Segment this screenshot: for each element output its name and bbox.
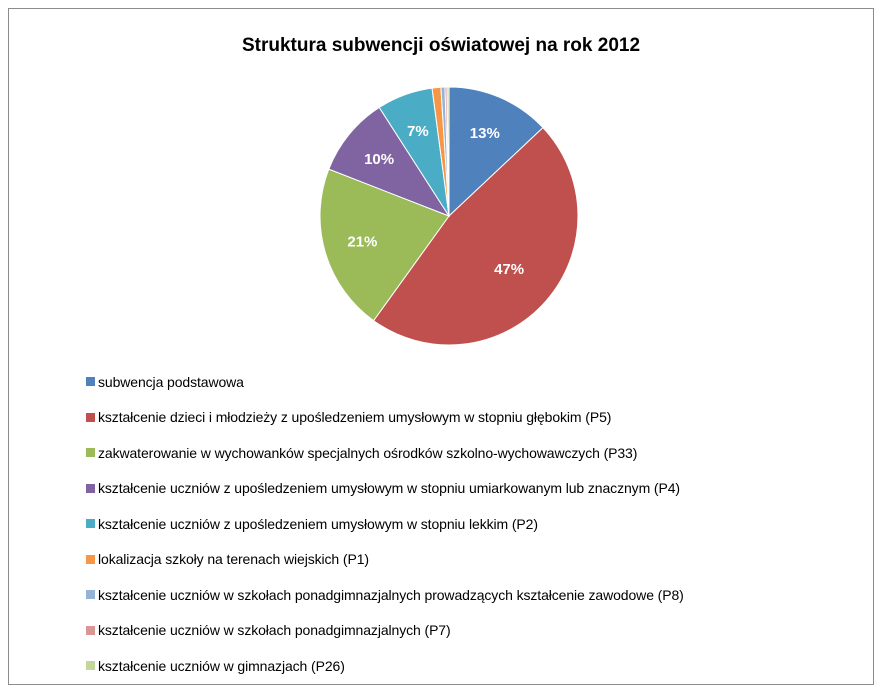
legend-swatch [86, 590, 95, 600]
legend-item-7: kształcenie uczniów w szkołach ponadgimn… [86, 577, 684, 613]
legend-label: lokalizacja szkoły na terenach wiejskich… [98, 551, 369, 568]
legend-label: kształcenie uczniów w szkołach ponadgimn… [98, 586, 684, 603]
legend-item-2: kształcenie dzieci i młodzieży z upośled… [86, 400, 684, 436]
legend-item-5: kształcenie uczniów z upośledzeniem umys… [86, 506, 684, 542]
chart-title: Struktura subwencji oświatowej na rok 20… [241, 35, 641, 56]
legend-label: kształcenie uczniów w gimnazjach (P26) [98, 657, 345, 674]
pie-slice-9 [446, 86, 450, 217]
slice-label-1: 13% [470, 125, 500, 142]
legend-label: kształcenie uczniów z upośledzeniem umys… [98, 515, 538, 532]
chart-legend: subwencja podstawowa kształcenie dzieci i… [86, 364, 684, 684]
pie-slice-2 [372, 126, 579, 346]
legend-item-6: lokalizacja szkoły na terenach wiejskich… [86, 542, 684, 578]
legend-swatch [86, 661, 95, 671]
legend-item-3: zakwaterowanie w wychowanków specjalnych… [86, 435, 684, 471]
legend-label: subwencja podstawowa [98, 373, 244, 390]
legend-item-9: kształcenie uczniów w gimnazjach (P26) [86, 648, 684, 684]
legend-swatch [86, 412, 95, 422]
legend-swatch [86, 554, 95, 564]
slice-label-2: 47% [494, 261, 524, 278]
pie-slice-4 [328, 106, 451, 218]
legend-swatch [86, 377, 95, 387]
legend-swatch [86, 483, 95, 493]
legend-label: zakwaterowanie w wychowanków specjalnych… [98, 444, 638, 461]
legend-swatch [86, 519, 95, 529]
legend-label: kształcenie dzieci i młodzieży z upośled… [98, 409, 612, 426]
pie-slice-3 [319, 168, 450, 322]
slice-label-3: 21% [347, 234, 377, 251]
pie-slice-1 [448, 86, 544, 218]
legend-label: kształcenie uczniów w szkołach ponadgimn… [98, 622, 451, 639]
slice-label-5: 7% [407, 123, 429, 140]
legend-item-1: subwencja podstawowa [86, 364, 684, 400]
legend-item-4: kształcenie uczniów z upośledzeniem umys… [86, 471, 684, 507]
slice-label-4: 10% [364, 151, 394, 168]
legend-swatch [86, 625, 95, 635]
legend-swatch [86, 448, 95, 458]
legend-label: kształcenie uczniów z upośledzeniem umys… [98, 480, 680, 497]
legend-item-8: kształcenie uczniów w szkołach ponadgimn… [86, 613, 684, 649]
